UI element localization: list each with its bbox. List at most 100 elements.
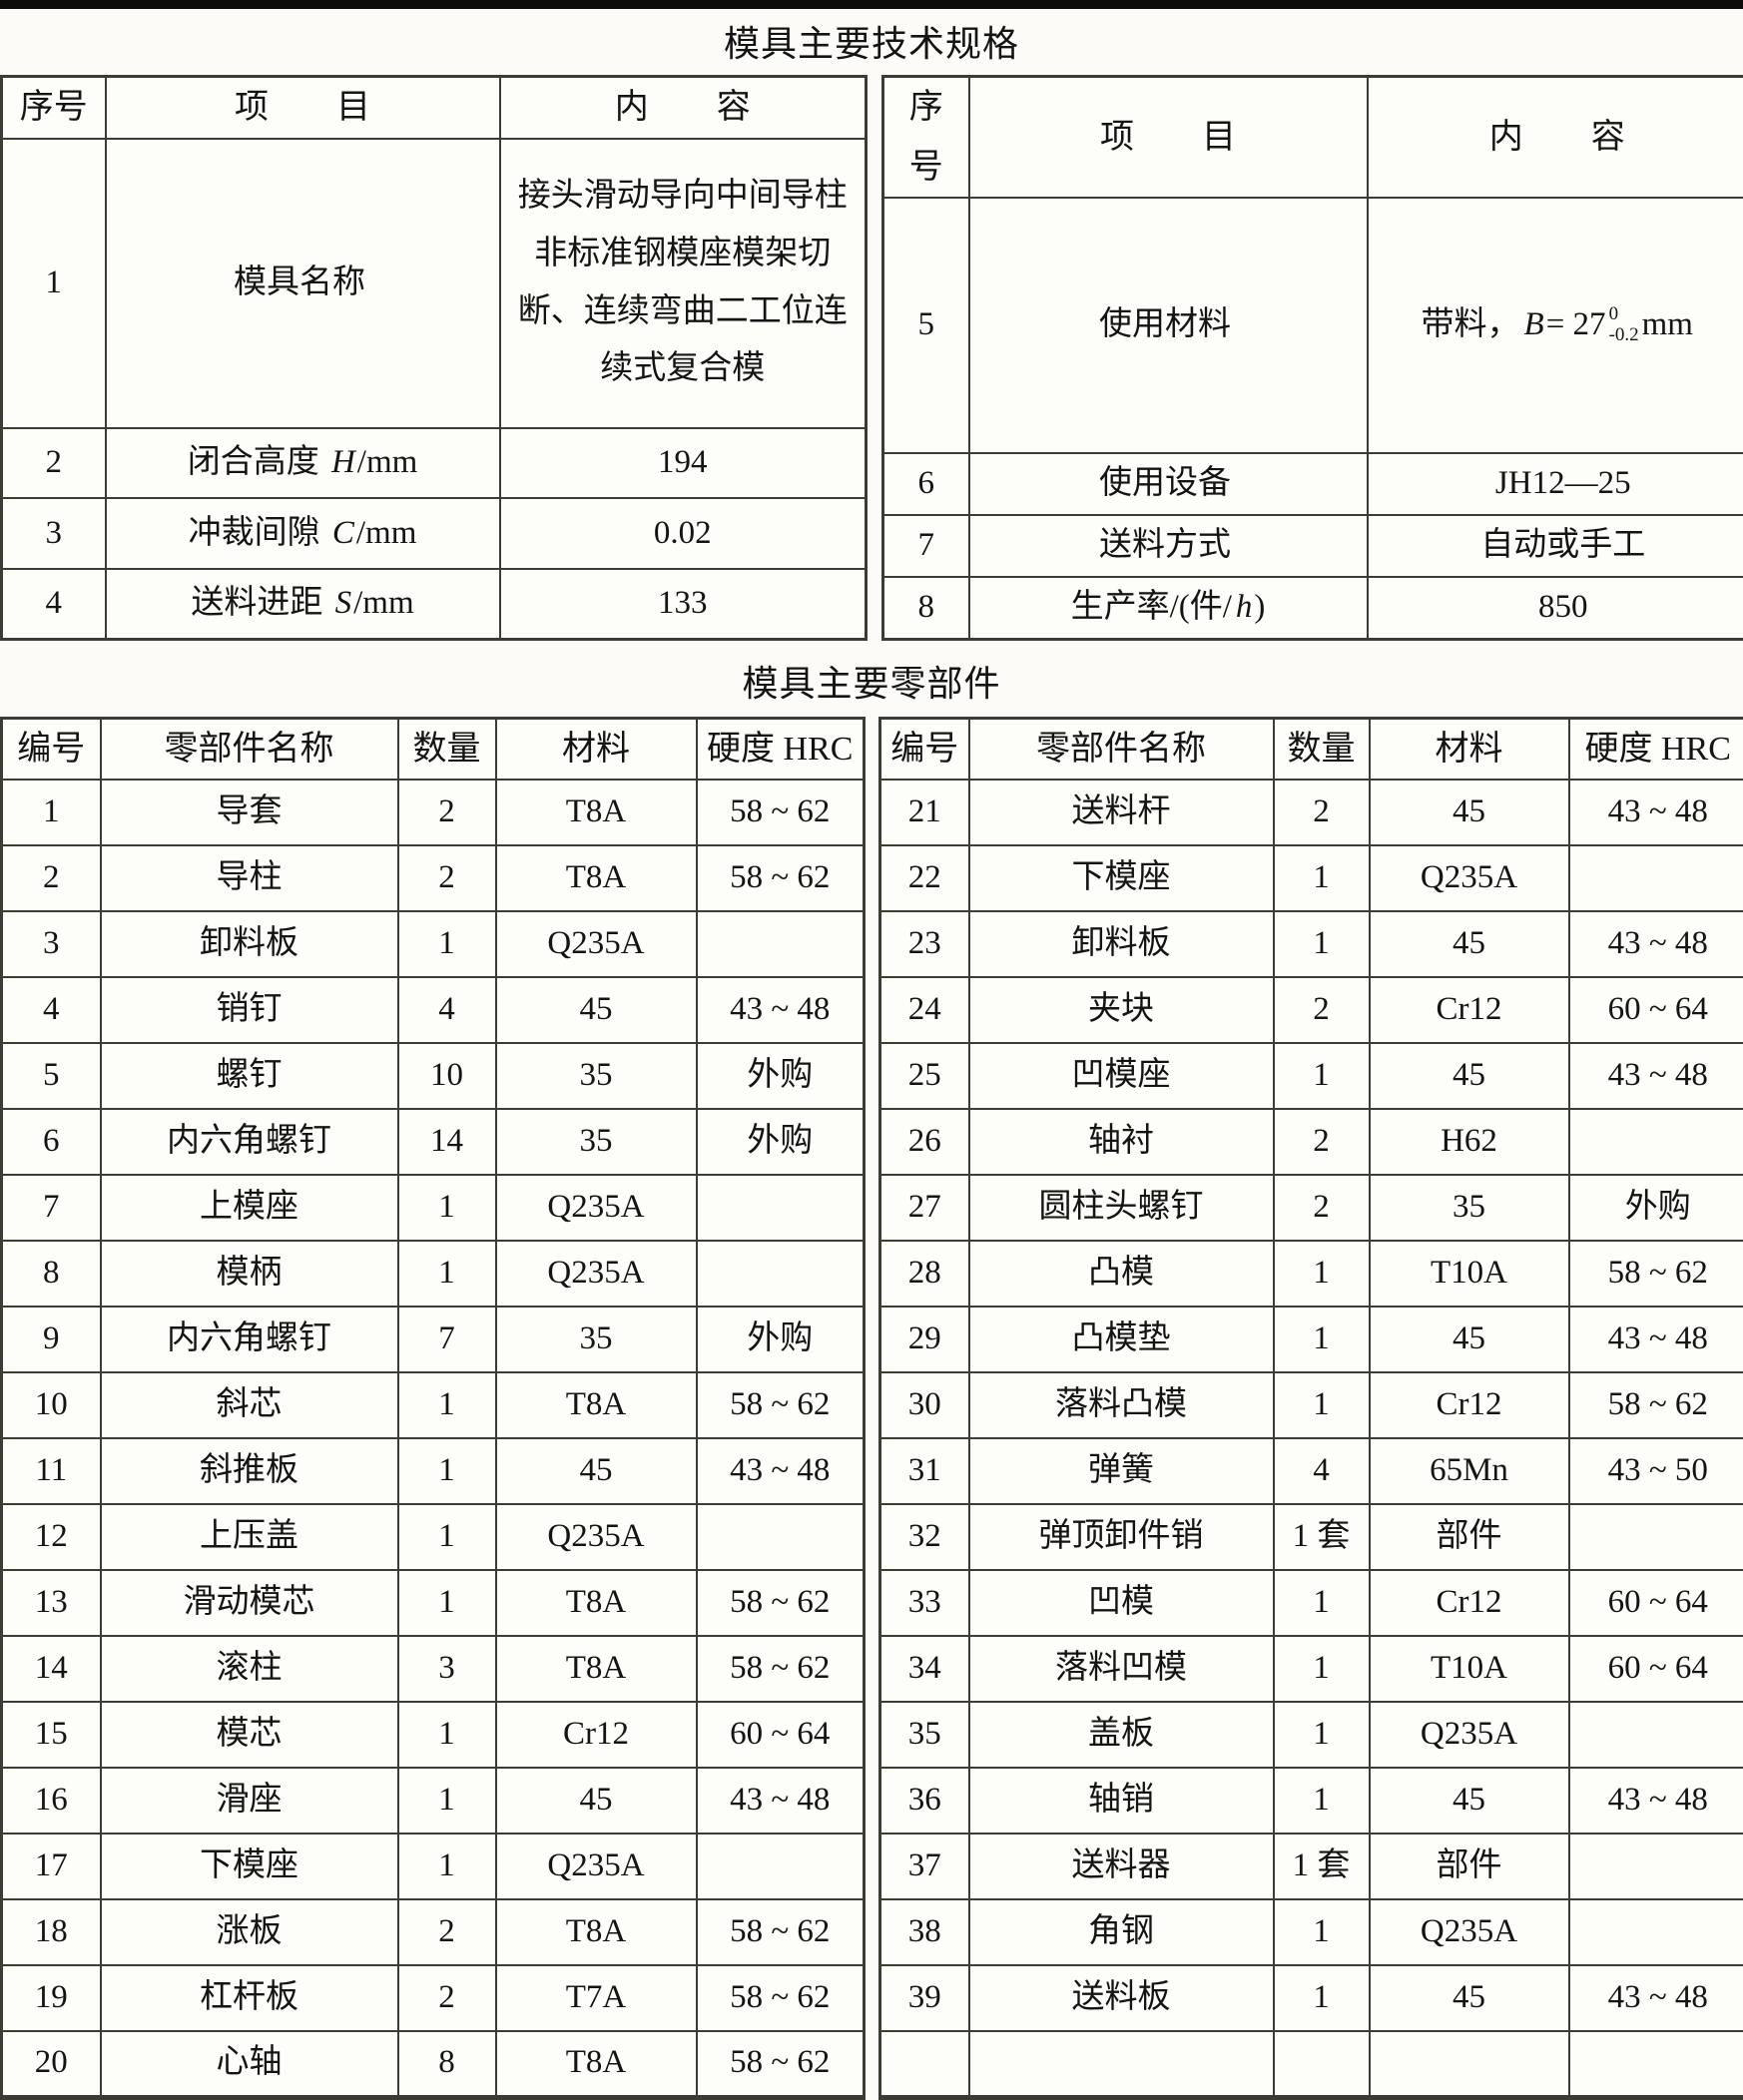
part-row: 9 内六角螺钉 7 35 外购: [2, 1307, 865, 1372]
parts-header-hardness: 硬度 HRC: [697, 718, 865, 780]
part-name: 送料杆: [969, 780, 1274, 845]
parts-table-title: 模具主要零部件: [0, 641, 1743, 717]
spec-row-no: 7: [883, 515, 969, 577]
part-hardness: 43 ~ 50: [1569, 1438, 1743, 1504]
part-qty: 2: [398, 1899, 496, 1965]
part-row: 5 螺钉 10 35 外购: [2, 1043, 865, 1109]
part-no: 18: [2, 1899, 101, 1965]
part-row: 34 落料凹模 1 T10A 60 ~ 64: [880, 1636, 1743, 1702]
spec-item-text: 生产率/(件/: [1071, 589, 1232, 625]
part-name: 导套: [101, 780, 398, 845]
part-no: 30: [880, 1372, 969, 1438]
part-qty: 1: [1274, 1899, 1370, 1965]
spec-content-text: 带料，: [1422, 306, 1520, 342]
part-no: 2: [2, 845, 101, 911]
part-no: 5: [2, 1043, 101, 1109]
part-no: 25: [880, 1043, 969, 1109]
part-row: 38 角钢 1 Q235A: [880, 1899, 1743, 1965]
part-row: 26 轴衬 2 H62: [880, 1109, 1743, 1175]
part-row: 14 滚柱 3 T8A 58 ~ 62: [2, 1636, 865, 1702]
part-qty: 1: [398, 1702, 496, 1768]
part-hardness: 43 ~ 48: [697, 977, 865, 1043]
part-no: 33: [880, 1570, 969, 1636]
part-no: 1: [2, 780, 101, 845]
part-no: 12: [2, 1504, 101, 1570]
part-hardness: 外购: [697, 1307, 865, 1372]
part-material: Q235A: [496, 1504, 697, 1570]
spec-row: 4 送料进距 S/mm 133: [2, 569, 867, 639]
spec-content-value: 自动或手工: [1480, 527, 1645, 563]
part-hardness: 43 ~ 48: [1569, 1768, 1743, 1834]
part-name: 螺钉: [101, 1043, 398, 1109]
spec-item-unit: /mm: [357, 444, 418, 480]
part-hardness: 外购: [697, 1043, 865, 1109]
spec-row-content: 0.02: [500, 498, 867, 568]
part-qty: 3: [398, 1636, 496, 1702]
part-name: 圆柱头螺钉: [969, 1175, 1274, 1241]
part-qty: 2: [1274, 1109, 1370, 1175]
spec-row-content: 850: [1368, 577, 1743, 639]
part-hardness: [1569, 845, 1743, 911]
part-material: Q235A: [1370, 1702, 1569, 1768]
part-row: 12 上压盖 1 Q235A: [2, 1504, 865, 1570]
spec-table: 序号 项 目 内 容 1 模具名称 接头滑动导向中间导柱非标准钢模座模架切断、连…: [0, 75, 1743, 641]
part-name: 滑动模芯: [101, 1570, 398, 1636]
parts-header-row-right: 编号 零部件名称 数量 材料 硬度 HRC: [880, 718, 1743, 780]
part-name: 凹模: [969, 1570, 1274, 1636]
part-material: 45: [1370, 911, 1569, 977]
part-no: 8: [2, 1241, 101, 1307]
spec-header-content: 内 容: [1368, 77, 1743, 199]
part-material: 45: [1370, 1307, 1569, 1372]
part-material: H62: [1370, 1109, 1569, 1175]
parts-table-right: 编号 零部件名称 数量 材料 硬度 HRC 21 送料杆 2 45 43 ~ 4…: [878, 717, 1743, 2100]
spec-row-content: 自动或手工: [1368, 515, 1743, 577]
spec-header-row-left: 序号 项 目 内 容: [2, 77, 867, 139]
part-row: 16 滑座 1 45 43 ~ 48: [2, 1768, 865, 1834]
part-material: T8A: [496, 1372, 697, 1438]
part-qty: 14: [398, 1109, 496, 1175]
part-row: 37 送料器 1 套 部件: [880, 1834, 1743, 1899]
spec-content-unit: mm: [1642, 306, 1693, 342]
part-material: 35: [496, 1307, 697, 1372]
spec-row-content: 194: [500, 428, 867, 498]
part-material: 45: [496, 977, 697, 1043]
part-row: 28 凸模 1 T10A 58 ~ 62: [880, 1241, 1743, 1307]
part-qty: 1: [398, 1834, 496, 1899]
spec-content-value: JH12—25: [1495, 465, 1631, 501]
part-qty: 1: [1274, 1702, 1370, 1768]
part-name: 下模座: [101, 1834, 398, 1899]
part-row: 2 导柱 2 T8A 58 ~ 62: [2, 845, 865, 911]
spec-item-text: 使用材料: [1099, 306, 1231, 342]
part-material: Q235A: [496, 1834, 697, 1899]
part-hardness: 60 ~ 64: [1569, 1636, 1743, 1702]
part-hardness: 外购: [697, 1109, 865, 1175]
part-row: 36 轴销 1 45 43 ~ 48: [880, 1768, 1743, 1834]
part-name: [969, 2031, 1274, 2097]
parts-table: 编号 零部件名称 数量 材料 硬度 HRC 1 导套 2 T8A 58 ~ 62…: [0, 717, 1743, 2100]
part-hardness: [697, 1504, 865, 1570]
part-material: 35: [1370, 1175, 1569, 1241]
part-no: 6: [2, 1109, 101, 1175]
part-qty: 2: [398, 1965, 496, 2031]
part-hardness: 58 ~ 62: [697, 1899, 865, 1965]
part-name: 涨板: [101, 1899, 398, 1965]
part-hardness: 43 ~ 48: [1569, 1965, 1743, 2031]
part-hardness: 58 ~ 62: [697, 845, 865, 911]
spec-row-item: 使用设备: [969, 453, 1368, 515]
part-name: 弹顶卸件销: [969, 1504, 1274, 1570]
part-hardness: [1569, 1109, 1743, 1175]
part-hardness: 43 ~ 48: [697, 1438, 865, 1504]
part-qty: 1: [398, 1504, 496, 1570]
part-name: 凸模: [969, 1241, 1274, 1307]
part-material: T8A: [496, 1636, 697, 1702]
spec-row-no: 2: [2, 428, 106, 498]
spec-header-row-right: 序号 项 目 内 容: [883, 77, 1743, 199]
parts-header-hardness: 硬度 HRC: [1569, 718, 1743, 780]
part-no: 11: [2, 1438, 101, 1504]
part-hardness: [1569, 1834, 1743, 1899]
part-no: 15: [2, 1702, 101, 1768]
part-no: 14: [2, 1636, 101, 1702]
part-no: 24: [880, 977, 969, 1043]
part-row: 33 凹模 1 Cr12 60 ~ 64: [880, 1570, 1743, 1636]
